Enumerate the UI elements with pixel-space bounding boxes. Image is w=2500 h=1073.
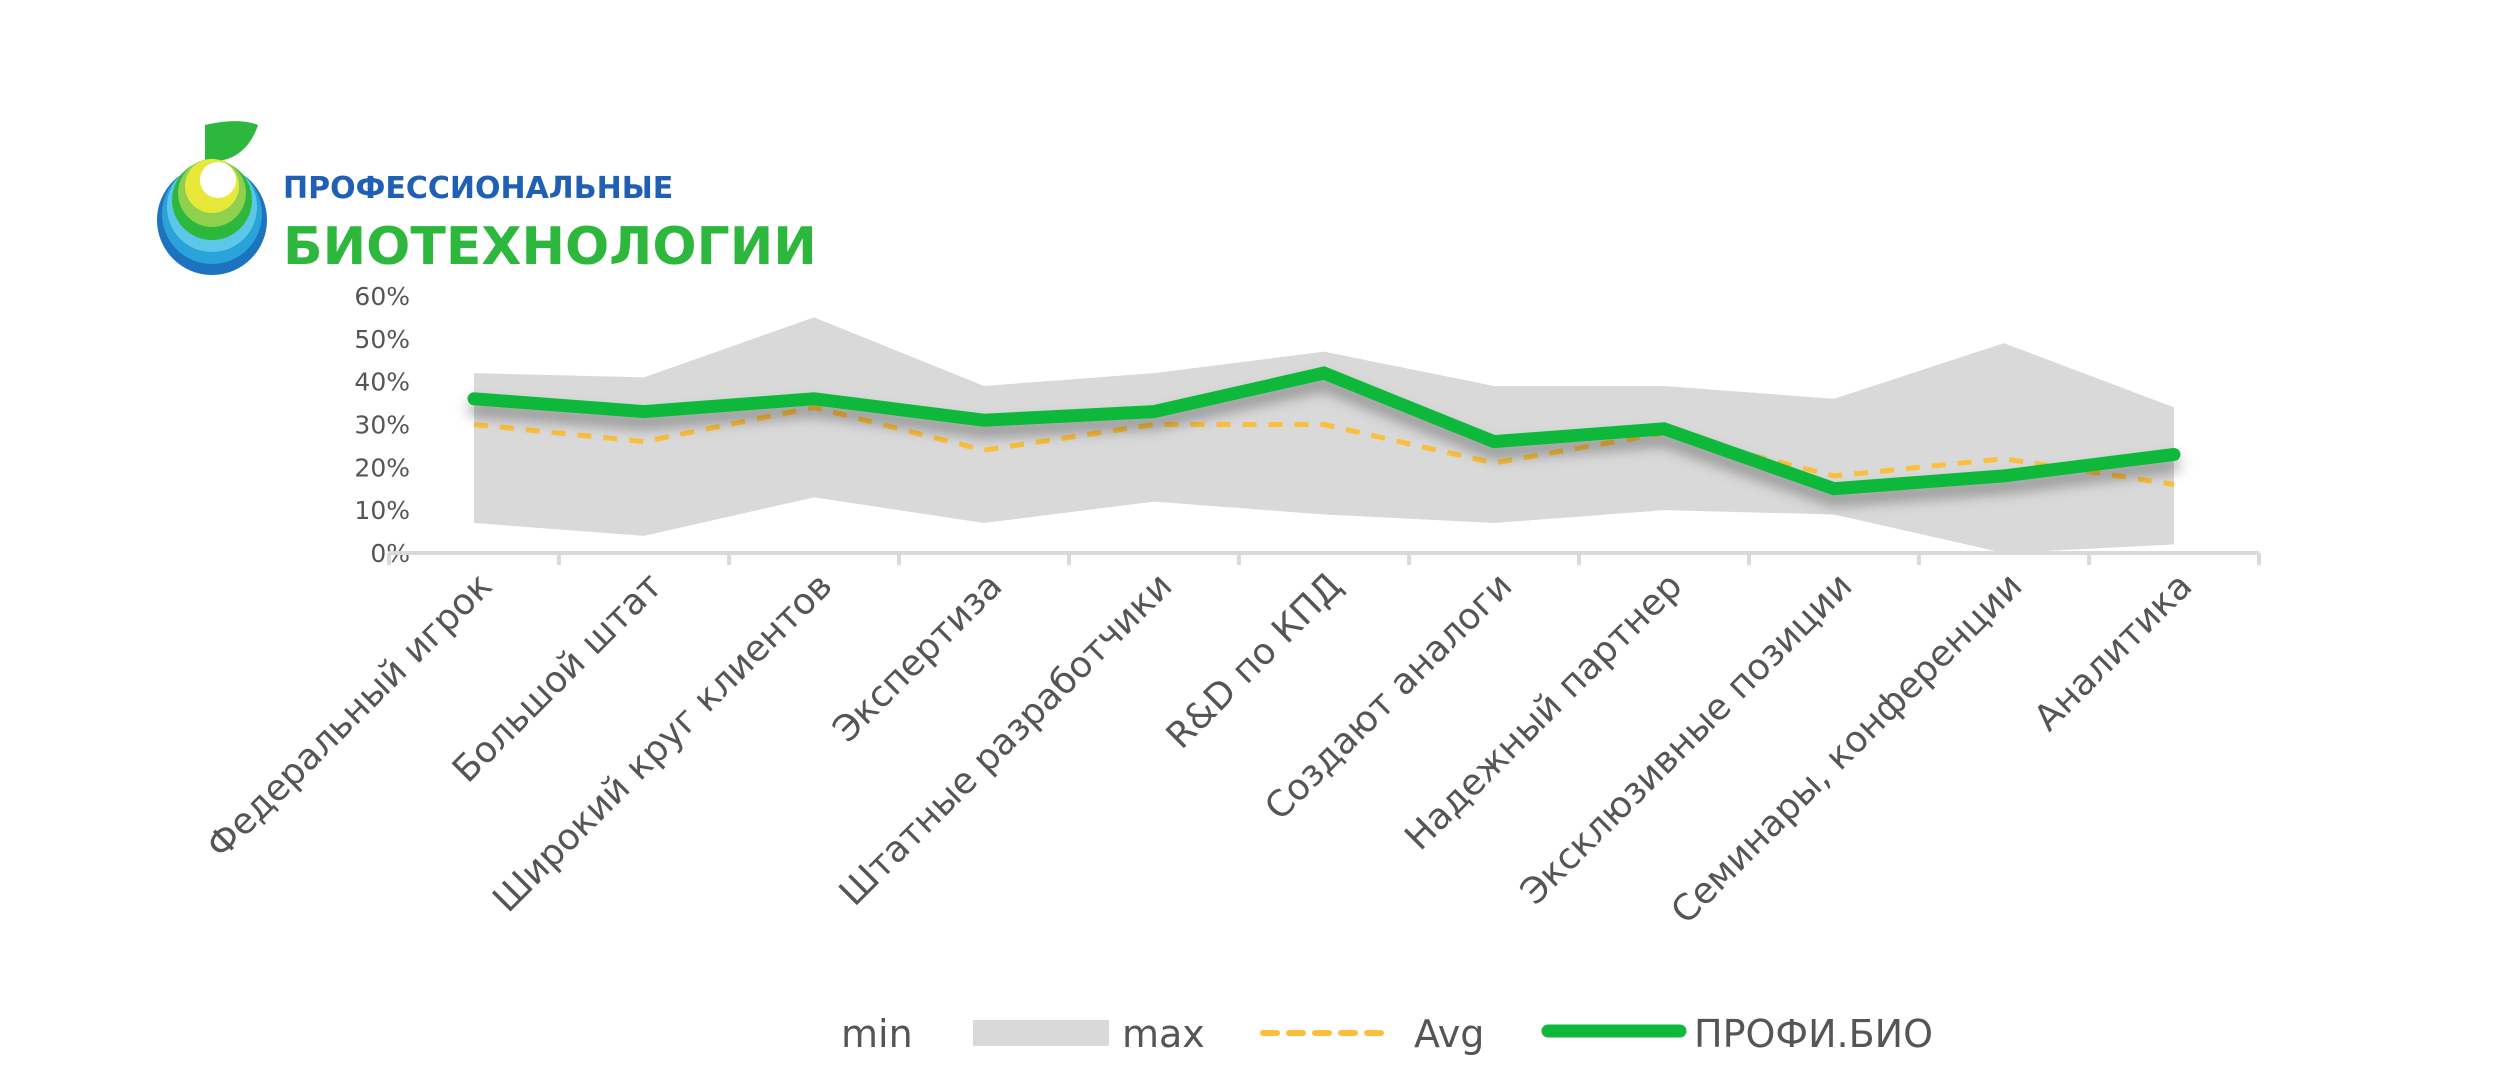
y-tick-label: 50% [354,325,410,354]
x-tick-label: Семинары, конференции [1664,565,2031,932]
x-tick-label: R&D по КПД [1159,565,1351,757]
legend-label-min: min [841,1012,913,1056]
logo: ПРОФЕССИОНАЛЬНЫЕ БИОТЕХНОЛОГИИ [157,121,817,277]
y-tick-label: 60% [354,282,410,311]
logo-line2: БИОТЕХНОЛОГИИ [283,217,817,277]
y-tick-label: 20% [354,453,410,482]
logo-line1: ПРОФЕССИОНАЛЬНЫЕ [283,171,673,206]
x-tick-label: Аналитика [2027,565,2201,739]
plot-area: 0%10%20%30%40%50%60%Федеральный игрокБол… [199,282,2261,932]
x-tick-label: Штатные разработчики [832,565,1181,914]
legend-label-avg: Avg [1414,1012,1484,1056]
avg-line [473,404,2175,487]
profi-bio-line [467,366,2181,496]
legend-label-max: max [1122,1012,1205,1056]
x-tick-label: Надежный партнер [1397,565,1690,858]
x-tick-label: Федеральный игрок [199,565,500,866]
legend-swatch-band [973,1020,1109,1046]
y-tick-label: 10% [354,496,410,525]
min-max-band [474,317,2174,553]
legend: min max Avg ПРОФИ.БИО [841,1012,1933,1056]
x-tick-label: Эксклюзивные позиции [1513,565,1861,913]
logo-emblem-icon [157,121,267,275]
x-tick-label: Экспертиза [825,565,1010,750]
legend-label-profi: ПРОФИ.БИО [1694,1012,1933,1056]
x-tick-label: Широкий круг клиентов [485,565,840,920]
y-tick-label: 30% [354,411,410,440]
y-tick-label: 40% [354,368,410,397]
